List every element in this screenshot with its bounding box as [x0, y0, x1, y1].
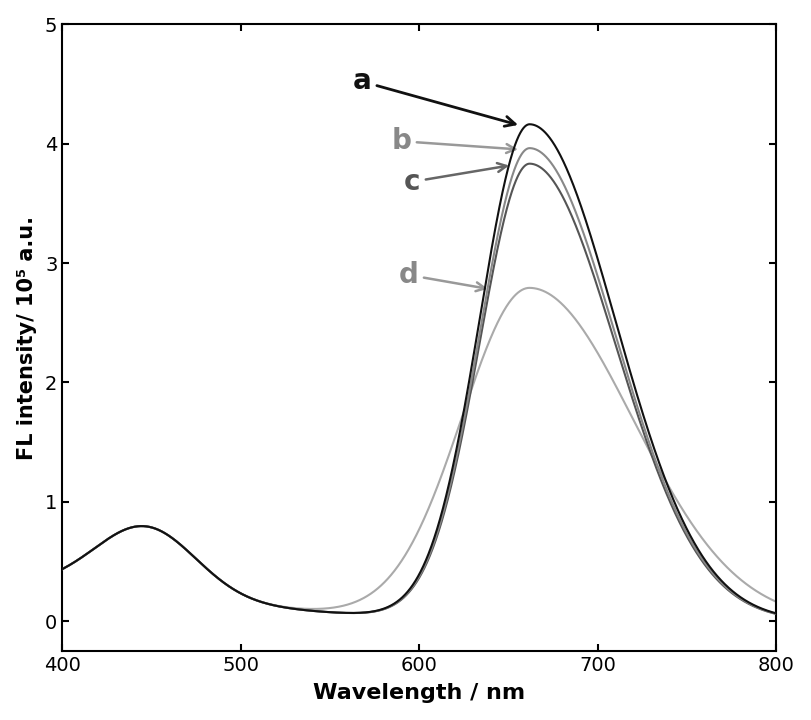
Y-axis label: FL intensity/ 10⁵ a.u.: FL intensity/ 10⁵ a.u.	[17, 216, 36, 459]
X-axis label: Wavelength / nm: Wavelength / nm	[313, 683, 526, 703]
Text: a: a	[353, 68, 515, 126]
Text: d: d	[398, 261, 485, 291]
Text: c: c	[404, 163, 506, 196]
Text: b: b	[392, 127, 515, 156]
